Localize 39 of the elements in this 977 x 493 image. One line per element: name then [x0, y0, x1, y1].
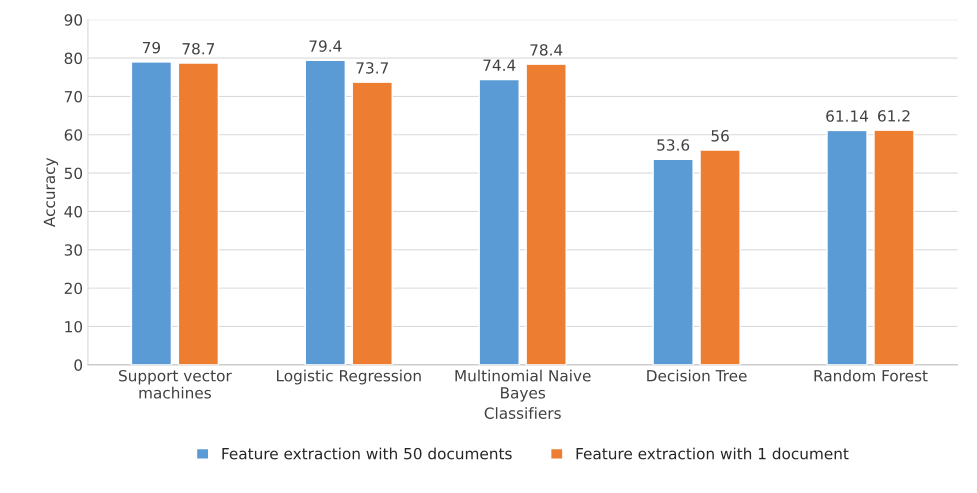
legend-label: Feature extraction with 1 document	[576, 448, 849, 460]
x-axis-title: Classifiers	[484, 407, 561, 419]
data-label: 73.7	[356, 62, 388, 74]
bar	[478, 78, 520, 365]
legend-label: Feature extraction with 50 documents	[222, 448, 512, 460]
x-tick-label: Random Forest	[814, 370, 928, 382]
bar	[699, 149, 741, 365]
x-tick-label: Support vector machines	[119, 370, 232, 399]
data-label: 74.4	[483, 60, 516, 71]
y-tick-label: 70	[64, 90, 82, 102]
y-tick-label: 50	[64, 168, 82, 180]
y-tick-label: 20	[64, 282, 82, 294]
data-label: 61.14	[826, 110, 868, 122]
x-tick-label: Decision Tree	[647, 370, 747, 382]
x-tick-label: Logistic Regression	[277, 370, 421, 384]
data-label: 78.7	[182, 42, 214, 55]
y-tick-label: 40	[64, 206, 82, 218]
data-label: 53.6	[657, 139, 690, 151]
bar	[352, 82, 393, 365]
y-tick-label: 0	[74, 359, 82, 371]
data-label: 61.2	[878, 110, 910, 122]
y-tick-label: 10	[65, 320, 82, 332]
y-axis-title: Accuracy	[44, 158, 58, 228]
bar	[525, 64, 567, 365]
y-tick-label: 90	[64, 14, 82, 26]
bar	[130, 61, 172, 365]
y-tick-label: 80	[64, 52, 82, 64]
bar	[304, 60, 346, 365]
bar	[826, 130, 868, 365]
data-label: 78.4	[530, 44, 562, 56]
y-tick-label: 60	[64, 129, 82, 141]
data-label: 79	[142, 42, 160, 54]
x-tick-label: Multinomial Naive Bayes	[455, 370, 591, 402]
bar	[652, 158, 694, 365]
data-label: 56	[712, 130, 729, 142]
bar	[178, 62, 220, 365]
y-tick-label: 30	[64, 244, 82, 256]
data-label: 79.4	[310, 40, 342, 52]
bar	[873, 129, 915, 365]
